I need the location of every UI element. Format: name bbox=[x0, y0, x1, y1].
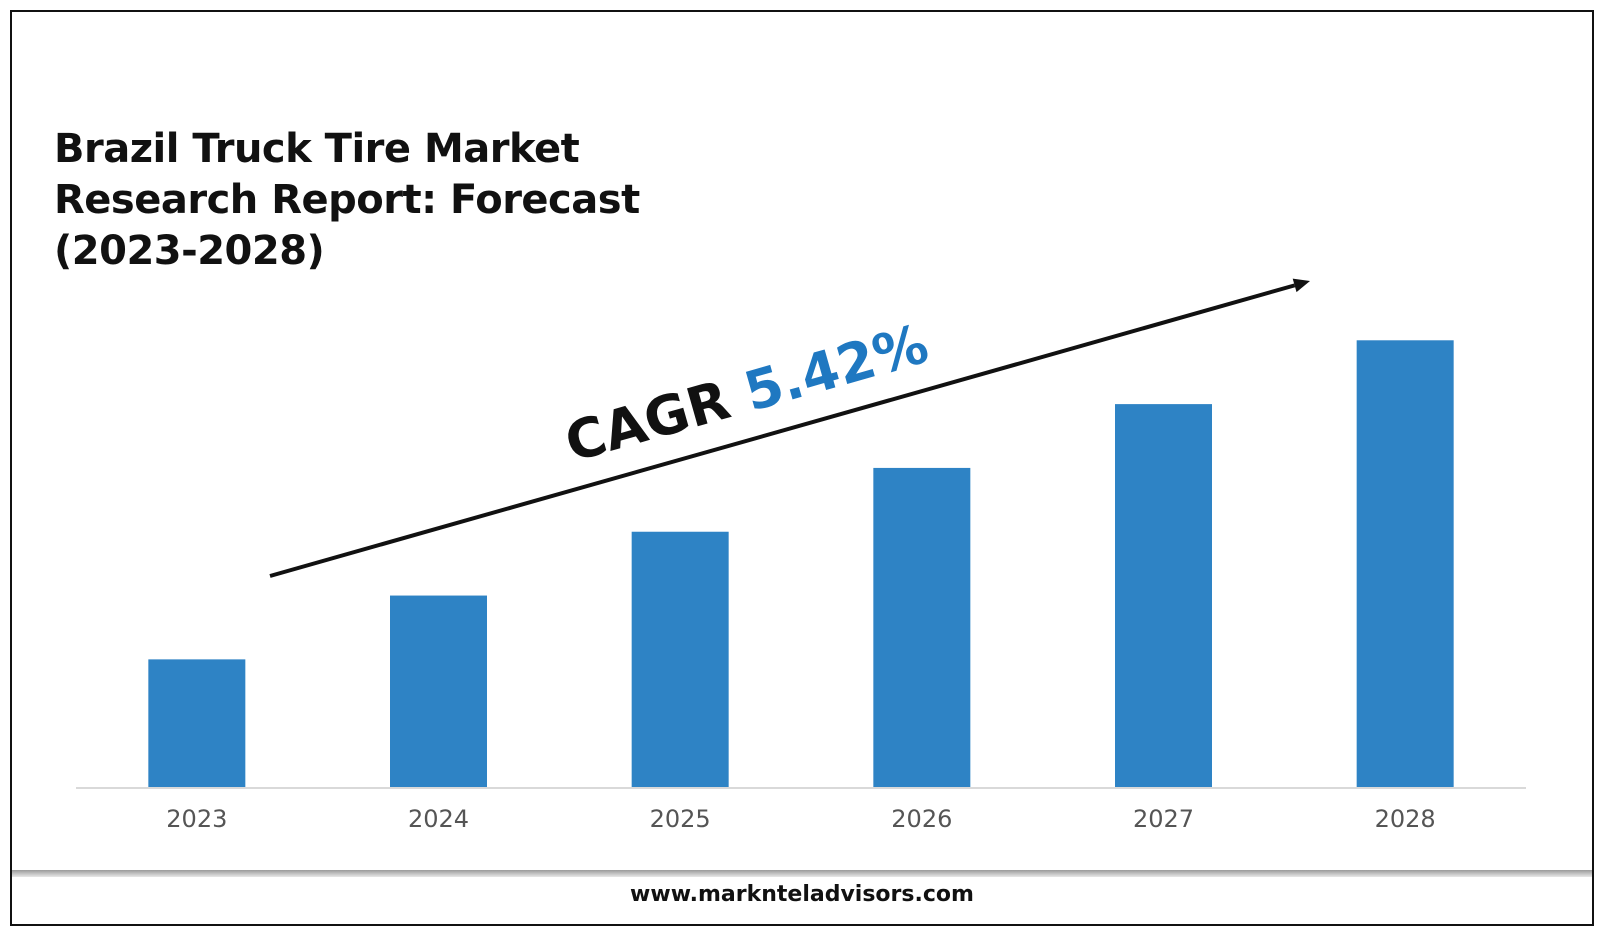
x-tick-label-2024: 2024 bbox=[408, 805, 469, 833]
x-tick-label-2026: 2026 bbox=[891, 805, 952, 833]
footer-website: www.marknteladvisors.com bbox=[630, 882, 974, 907]
bar-2028 bbox=[1356, 340, 1454, 787]
bar-2026 bbox=[873, 467, 971, 787]
chart-title: Brazil Truck Tire Market Research Report… bbox=[54, 126, 640, 274]
bar-chart: 2023 2024 2025 2026 2027 2028 CAGR 5.42% bbox=[76, 278, 1526, 833]
footer-divider bbox=[12, 870, 1592, 877]
cagr-trend-arrow bbox=[269, 278, 1310, 578]
arrowhead-icon bbox=[1292, 278, 1310, 293]
chart-frame: Brazil Truck Tire Market Research Report… bbox=[10, 10, 1594, 926]
x-tick-label-2025: 2025 bbox=[650, 805, 711, 833]
trend-line bbox=[269, 283, 1296, 578]
bar-2025 bbox=[631, 531, 729, 787]
bar-group bbox=[148, 340, 1454, 787]
x-tick-label-2028: 2028 bbox=[1375, 805, 1436, 833]
bar-2023 bbox=[148, 659, 246, 787]
bar-2027 bbox=[1115, 404, 1212, 787]
cagr-label: CAGR bbox=[558, 363, 754, 474]
cagr-annotation: CAGR 5.42% bbox=[558, 312, 934, 475]
bar-2024 bbox=[390, 595, 487, 787]
x-tick-label-2027: 2027 bbox=[1133, 805, 1194, 833]
x-tick-label-2023: 2023 bbox=[166, 805, 227, 833]
x-axis-ticks: 2023 2024 2025 2026 2027 2028 bbox=[166, 805, 1435, 833]
cagr-value: 5.42% bbox=[737, 312, 934, 424]
